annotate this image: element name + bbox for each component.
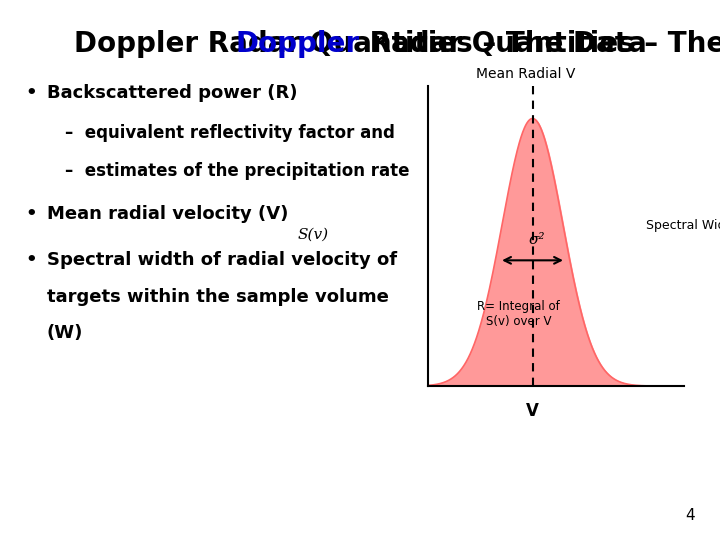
Text: •: • xyxy=(25,205,37,223)
Text: –  equivalent reflectivity factor and: – equivalent reflectivity factor and xyxy=(65,124,395,142)
Text: Doppler: Doppler xyxy=(236,30,360,58)
Text: σ²: σ² xyxy=(529,233,546,247)
Text: Spectral width of radial velocity of: Spectral width of radial velocity of xyxy=(47,251,397,269)
Text: Backscattered power (R): Backscattered power (R) xyxy=(47,84,297,102)
Text: R= Integral of
S(v) over V: R= Integral of S(v) over V xyxy=(477,300,559,328)
Text: 4: 4 xyxy=(685,508,695,523)
Text: Radar Quantities – The Data: Radar Quantities – The Data xyxy=(360,30,720,58)
Text: •: • xyxy=(25,251,37,269)
Text: S(v): S(v) xyxy=(297,228,329,242)
Text: Doppler Radar Quantities – The Data: Doppler Radar Quantities – The Data xyxy=(73,30,647,58)
Text: •: • xyxy=(25,84,37,102)
Text: targets within the sample volume: targets within the sample volume xyxy=(47,288,389,306)
Text: Mean radial velocity (V): Mean radial velocity (V) xyxy=(47,205,288,223)
Text: –  estimates of the precipitation rate: – estimates of the precipitation rate xyxy=(65,162,409,180)
Text: Spectral Width: Spectral Width xyxy=(646,219,720,232)
Text: V: V xyxy=(526,402,539,420)
Text: (W): (W) xyxy=(47,324,84,342)
Text: Mean Radial V: Mean Radial V xyxy=(476,67,575,81)
